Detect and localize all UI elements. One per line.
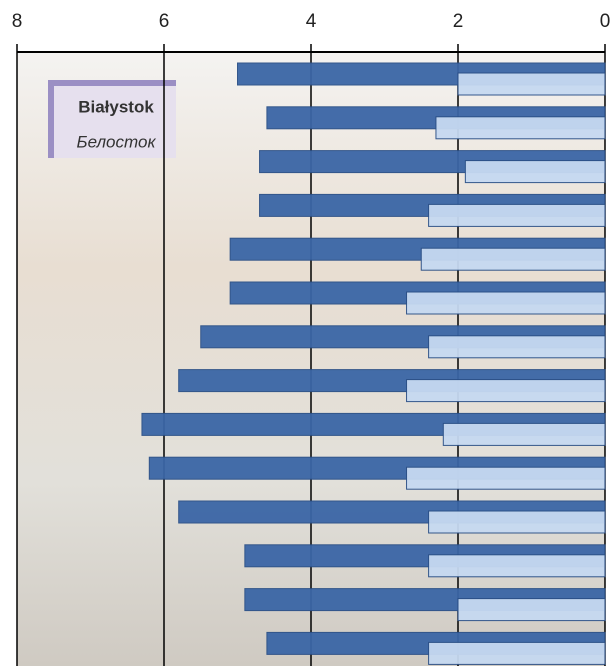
bar [457, 72, 606, 96]
bar [428, 554, 606, 578]
bar [442, 422, 606, 446]
x-tick-label: 4 [306, 11, 317, 32]
bar [428, 203, 606, 227]
x-tick-label: 2 [453, 11, 464, 32]
annotation: Белосток [77, 132, 157, 151]
bar [428, 510, 606, 534]
bar [406, 379, 606, 403]
x-tick-label: 0 [600, 11, 611, 32]
x-tick-label: 6 [159, 11, 170, 32]
bar [428, 641, 606, 665]
bar [420, 247, 606, 271]
bar [406, 466, 606, 490]
bar [435, 116, 606, 140]
bar [406, 291, 606, 315]
bar [428, 335, 606, 359]
bar [457, 598, 606, 622]
x-tick-label: 8 [12, 11, 23, 32]
annotation: Białystok [78, 97, 154, 116]
annotation-box [54, 86, 176, 158]
bar [464, 160, 606, 184]
